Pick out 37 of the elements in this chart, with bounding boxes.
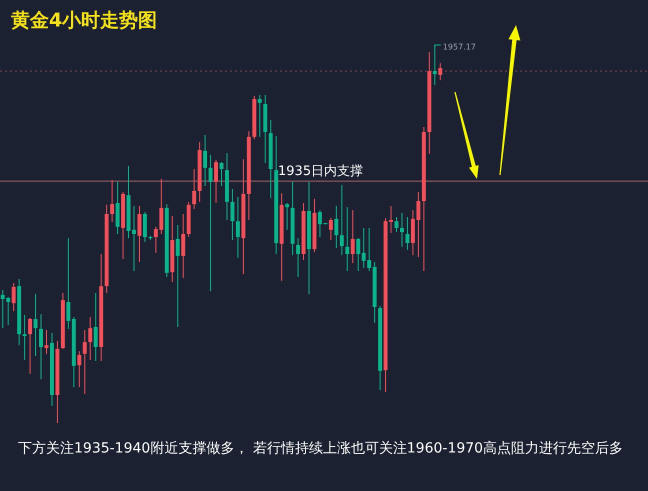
- candlestick: [192, 168, 196, 210]
- candlestick: [285, 202, 290, 230]
- candlestick: [258, 94, 262, 138]
- candlestick: [340, 184, 344, 256]
- chart-title: 黄金4小时走势图: [10, 10, 158, 32]
- candlestick: [22, 314, 27, 360]
- candlestick: [181, 213, 186, 278]
- candlestick: [94, 292, 98, 362]
- candlestick: [44, 330, 48, 354]
- candlestick: [137, 206, 142, 262]
- candlestick: [116, 181, 120, 234]
- candlestick: [328, 218, 333, 241]
- candlestick: [296, 238, 300, 278]
- candlestick: [236, 196, 240, 258]
- text: 下方关注1935-1940附近支撑做多， 若行情持续上涨也可关注1960-1970高点阻力进行先空后多: [18, 440, 624, 456]
- candlestick: [28, 317, 32, 374]
- candlestick: [334, 206, 338, 248]
- candlestick: [208, 154, 213, 292]
- candlestick: [394, 216, 398, 233]
- candlestick: [142, 212, 147, 242]
- candlestick: [220, 162, 224, 186]
- candlestick: [345, 206, 350, 272]
- candlestick: [82, 330, 87, 394]
- annotation: 1957.17: [442, 42, 476, 52]
- candlestick: [34, 294, 38, 357]
- candlestick: [405, 216, 410, 250]
- candlestick: [12, 282, 16, 312]
- candlestick: [214, 159, 218, 204]
- candlestick: [400, 212, 404, 248]
- candlestick: [203, 134, 208, 186]
- candlestick: [110, 179, 114, 222]
- candlestick: [77, 350, 82, 388]
- candlestick: [432, 44, 437, 86]
- candlestick: [438, 62, 442, 81]
- candlestick: [39, 314, 43, 380]
- candlestick: [230, 188, 234, 241]
- ref-line-label: 1935日内支撑: [278, 164, 364, 180]
